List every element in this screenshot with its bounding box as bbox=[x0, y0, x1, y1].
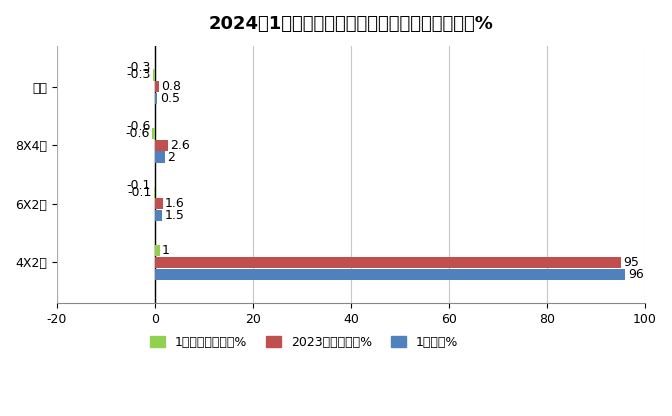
Text: 1.5: 1.5 bbox=[165, 209, 184, 222]
Text: -0.6: -0.6 bbox=[125, 127, 149, 140]
Text: -0.3: -0.3 bbox=[126, 69, 151, 82]
Text: -0.6: -0.6 bbox=[126, 120, 151, 133]
Bar bbox=[153, 69, 155, 81]
Bar bbox=[155, 269, 626, 280]
Bar bbox=[155, 245, 160, 256]
Text: 95: 95 bbox=[623, 256, 639, 269]
Text: -0.3: -0.3 bbox=[126, 62, 151, 74]
Bar bbox=[155, 140, 167, 151]
Text: 2: 2 bbox=[167, 151, 175, 163]
Text: 1: 1 bbox=[162, 244, 170, 257]
Text: 0.5: 0.5 bbox=[160, 92, 179, 105]
Bar bbox=[155, 151, 165, 163]
Bar bbox=[155, 257, 620, 268]
Text: 0.8: 0.8 bbox=[161, 80, 181, 93]
Title: 2024年1月各驱动形式的冷藏车占比及其同比增减%: 2024年1月各驱动形式的冷藏车占比及其同比增减% bbox=[208, 15, 493, 33]
Text: 2.6: 2.6 bbox=[170, 139, 190, 152]
Bar bbox=[152, 128, 155, 139]
Bar bbox=[155, 93, 157, 104]
Text: 96: 96 bbox=[628, 268, 644, 281]
Bar bbox=[155, 198, 163, 209]
Text: -0.1: -0.1 bbox=[126, 178, 151, 192]
Text: -0.1: -0.1 bbox=[128, 186, 152, 199]
Legend: 1月占比同比增减%, 2023年同期占比%, 1月占比%: 1月占比同比增减%, 2023年同期占比%, 1月占比% bbox=[144, 331, 463, 354]
Text: 1.6: 1.6 bbox=[165, 197, 185, 210]
Bar bbox=[155, 210, 162, 221]
Bar bbox=[155, 81, 159, 92]
